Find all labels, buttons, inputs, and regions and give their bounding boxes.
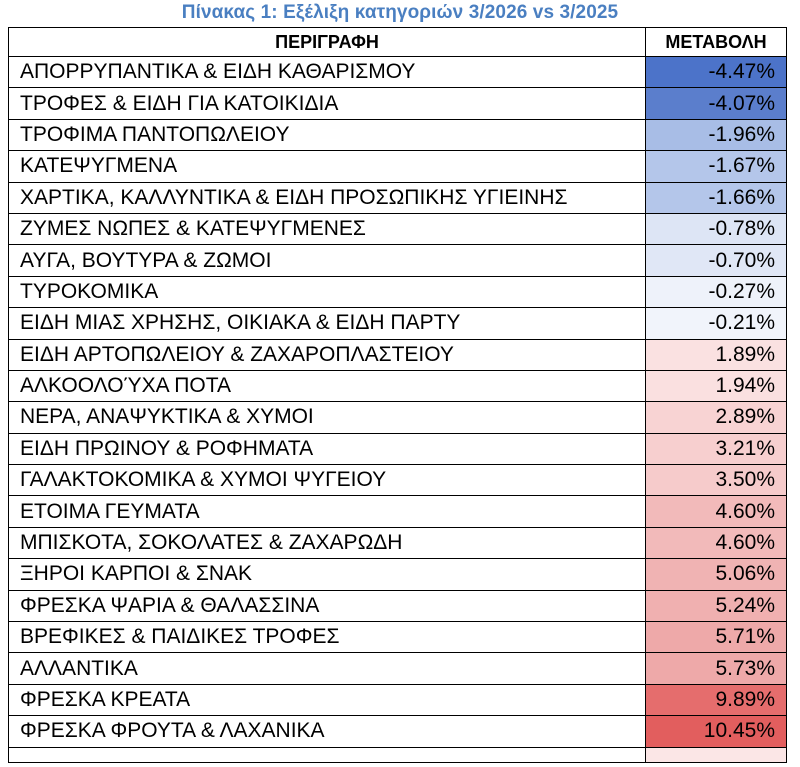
table-row: ΕΙΔΗ ΠΡΩΙΝΟΥ & ΡΟΦΗΜΑΤΑ 3.21% [8,432,787,466]
category-description-cell: ΝΕΡΑ, ΑΝΑΨΥΚΤΙΚΑ & ΧΥΜΟΙ [8,401,646,434]
change-column-header: ΜΕΤΑΒΟΛΗ [645,27,787,57]
category-description-cell: ΓΑΛΑΚΤΟΚΟΜΙΚΑ & ΧΥΜΟΙ ΨΥΓΕΙΟΥ [8,464,646,497]
description-column-header: ΠΕΡΙΓΡΑΦΗ [8,27,646,57]
category-description-cell: ΤΡΟΦΙΜΑ ΠΑΝΤΟΠΩΛΕΙΟΥ [8,118,646,152]
change-value-cell: -4.47% [645,55,787,89]
table-row: ΑΥΓΑ, ΒΟΥΤΥΡΑ & ΖΩΜΟΙ -0.70% [8,244,787,277]
category-description-cell: ΒΡΕΦΙΚΕΣ & ΠΑΙΔΙΚΕΣ ΤΡΟΦΕΣ [8,621,646,654]
change-value-cell: -1.67% [645,150,787,183]
category-change-table-container: ΠΕΡΙΓΡΑΦΗ ΜΕΤΑΒΟΛΗ ΑΠΟΡΡΥΠΑΝΤΙΚΑ & ΕΙΔΗ … [8,27,787,763]
table-row: ΕΤΟΙΜΑ ΓΕΥΜΑΤΑ 4.60% [8,495,787,528]
category-description-cell: ΕΙΔΗ ΑΡΤΟΠΩΛΕΙΟΥ & ΖΑΧΑΡΟΠΛΑΣΤΕΙΟΥ [8,338,646,371]
change-value-cell: -1.66% [645,181,787,214]
change-value-cell: -0.21% [645,307,787,340]
category-description-cell: ΦΡΕΣΚΑ ΦΡΟΥΤΑ & ΛΑΧΑΝΙΚΑ [8,715,646,748]
category-description-cell: ΑΥΓΑ, ΒΟΥΤΥΡΑ & ΖΩΜΟΙ [8,244,646,277]
category-description-cell: ΑΛΛΑΝΤΙΚΑ [8,652,646,685]
table-caption: Πίνακας 1: Εξέλιξη κατηγοριών 3/2026 vs … [181,2,619,23]
table-row: ΑΛΚΟΟΛΟΎΧΑ ΠΟΤΑ 1.94% [8,369,787,403]
table-row: ΤΡΟΦΕΣ & ΕΙΔΗ ΓΙΑ ΚΑΤΟΙΚΙΔΙΑ -4.07% [8,87,787,120]
table-row: ΚΑΤΕΨΥΓΜΕΝΑ -1.67% [8,150,787,183]
change-value-cell: 2.89% [645,401,787,434]
change-value-cell: 1.94% [645,369,787,403]
table-body: ΑΠΟΡΡΥΠΑΝΤΙΚΑ & ΕΙΔΗ ΚΑΘΑΡΙΣΜΟΥ -4.47% ΤΡΟ… [8,55,787,763]
category-description-cell: ΤΥΡΟΚΟΜΙΚΑ [8,275,646,309]
change-value-cell: 9.89% [645,683,787,717]
category-description-cell: ΑΛΚΟΟΛΟΎΧΑ ΠΟΤΑ [8,369,646,403]
partially-visible-change-cell [645,746,787,763]
change-value-cell: 5.73% [645,652,787,685]
change-value-cell: 4.60% [645,495,787,528]
table-row: ΤΥΡΟΚΟΜΙΚΑ -0.27% [8,275,787,309]
table-row: ΑΛΛΑΝΤΙΚΑ 5.73% [8,652,787,685]
table-row: ΦΡΕΣΚΑ ΦΡΟΥΤΑ & ΛΑΧΑΝΙΚΑ 10.45% [8,715,787,748]
change-value-cell: -0.70% [645,244,787,277]
category-description-cell: ΤΡΟΦΕΣ & ΕΙΔΗ ΓΙΑ ΚΑΤΟΙΚΙΔΙΑ [8,87,646,120]
change-value-cell: 3.50% [645,464,787,497]
table-row: ΜΠΙΣΚΟΤΑ, ΣΟΚΟΛΑΤΕΣ & ΖΑΧΑΡΩΔΗ 4.60% [8,526,787,560]
category-description-cell: ΑΠΟΡΡΥΠΑΝΤΙΚΑ & ΕΙΔΗ ΚΑΘΑΡΙΣΜΟΥ [8,55,646,89]
change-value-cell: 1.89% [645,338,787,371]
table-row: ΧΑΡΤΙΚΑ, ΚΑΛΛΥΝΤΙΚΑ & ΕΙΔΗ ΠΡΟΣΩΠΙΚΗΣ ΥΓ… [8,181,787,214]
change-value-cell: 3.21% [645,432,787,466]
change-value-cell: -0.78% [645,212,787,246]
table-row: ΒΡΕΦΙΚΕΣ & ΠΑΙΔΙΚΕΣ ΤΡΟΦΕΣ 5.71% [8,621,787,654]
table-row: ΑΠΟΡΡΥΠΑΝΤΙΚΑ & ΕΙΔΗ ΚΑΘΑΡΙΣΜΟΥ -4.47% [8,55,787,89]
category-description-cell: ΜΠΙΣΚΟΤΑ, ΣΟΚΟΛΑΤΕΣ & ΖΑΧΑΡΩΔΗ [8,526,646,560]
table-row: ΖΥΜΕΣ ΝΩΠΕΣ & ΚΑΤΕΨΥΓΜΕΝΕΣ -0.78% [8,212,787,246]
category-description-cell: ΕΙΔΗ ΠΡΩΙΝΟΥ & ΡΟΦΗΜΑΤΑ [8,432,646,466]
table-row: ΕΙΔΗ ΑΡΤΟΠΩΛΕΙΟΥ & ΖΑΧΑΡΟΠΛΑΣΤΕΙΟΥ 1.89% [8,338,787,371]
category-description-cell: ΕΤΟΙΜΑ ΓΕΥΜΑΤΑ [8,495,646,528]
change-value-cell: 5.06% [645,558,787,591]
table-header-row: ΠΕΡΙΓΡΑΦΗ ΜΕΤΑΒΟΛΗ [8,27,787,57]
change-value-cell: -1.96% [645,118,787,152]
table-row: ΓΑΛΑΚΤΟΚΟΜΙΚΑ & ΧΥΜΟΙ ΨΥΓΕΙΟΥ 3.50% [8,464,787,497]
category-description-cell: ΞΗΡΟΙ ΚΑΡΠΟΙ & ΣΝΑΚ [8,558,646,591]
partially-visible-row [8,746,787,763]
category-description-cell: ΧΑΡΤΙΚΑ, ΚΑΛΛΥΝΤΙΚΑ & ΕΙΔΗ ΠΡΟΣΩΠΙΚΗΣ ΥΓ… [8,181,646,214]
change-value-cell: -0.27% [645,275,787,309]
table-row: ΦΡΕΣΚΑ ΚΡΕΑΤΑ 9.89% [8,683,787,717]
table-row: ΕΙΔΗ ΜΙΑΣ ΧΡΗΣΗΣ, ΟΙΚΙΑΚΑ & ΕΙΔΗ ΠΑΡΤΥ -0… [8,307,787,340]
change-value-cell: 5.71% [645,621,787,654]
category-description-cell: ΦΡΕΣΚΑ ΚΡΕΑΤΑ [8,683,646,717]
category-description-cell: ΦΡΕΣΚΑ ΨΑΡΙΑ & ΘΑΛΑΣΣΙΝΑ [8,589,646,623]
table-row: ΦΡΕΣΚΑ ΨΑΡΙΑ & ΘΑΛΑΣΣΙΝΑ 5.24% [8,589,787,623]
partially-visible-description-cell [8,746,646,763]
change-value-cell: 4.60% [645,526,787,560]
category-description-cell: ΕΙΔΗ ΜΙΑΣ ΧΡΗΣΗΣ, ΟΙΚΙΑΚΑ & ΕΙΔΗ ΠΑΡΤΥ [8,307,646,340]
table-row: ΤΡΟΦΙΜΑ ΠΑΝΤΟΠΩΛΕΙΟΥ -1.96% [8,118,787,152]
change-value-cell: -4.07% [645,87,787,120]
change-value-cell: 10.45% [645,715,787,748]
change-value-cell: 5.24% [645,589,787,623]
table-row: ΞΗΡΟΙ ΚΑΡΠΟΙ & ΣΝΑΚ 5.06% [8,558,787,591]
category-description-cell: ΚΑΤΕΨΥΓΜΕΝΑ [8,150,646,183]
table-row: ΝΕΡΑ, ΑΝΑΨΥΚΤΙΚΑ & ΧΥΜΟΙ 2.89% [8,401,787,434]
category-description-cell: ΖΥΜΕΣ ΝΩΠΕΣ & ΚΑΤΕΨΥΓΜΕΝΕΣ [8,212,646,246]
category-change-table: ΠΕΡΙΓΡΑΦΗ ΜΕΤΑΒΟΛΗ ΑΠΟΡΡΥΠΑΝΤΙΚΑ & ΕΙΔΗ … [8,27,787,763]
